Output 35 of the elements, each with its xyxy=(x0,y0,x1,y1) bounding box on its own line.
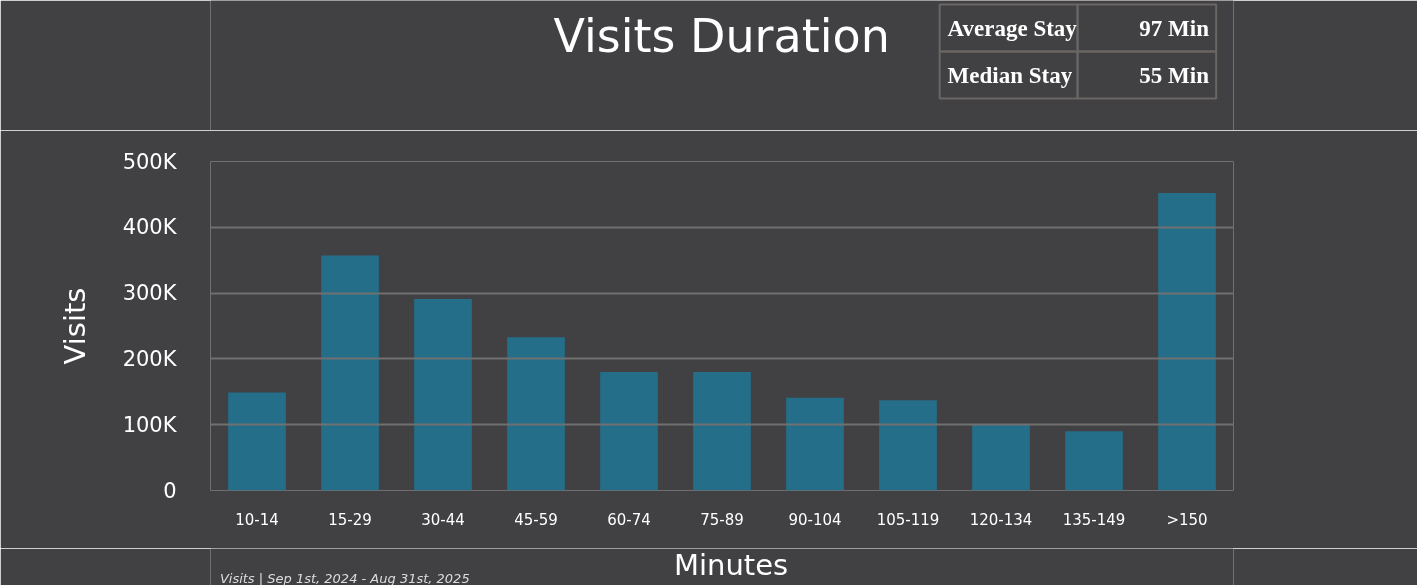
y-tick-label: 100K xyxy=(122,412,178,437)
x-tick-label: 75-89 xyxy=(700,510,744,529)
bar xyxy=(507,337,565,491)
bar xyxy=(879,400,937,491)
x-tick-label: 90-104 xyxy=(788,510,842,529)
chart-title: Visits Duration xyxy=(553,8,890,63)
text: 55 Min xyxy=(1139,62,1210,88)
x-tick-label: >150 xyxy=(1166,510,1208,529)
y-axis-title: Visits xyxy=(57,287,92,365)
x-tick-label: 135-149 xyxy=(1062,510,1126,529)
x-tick-label: 60-74 xyxy=(607,510,651,529)
y-tick-label: 0 xyxy=(163,478,177,503)
bar xyxy=(693,372,751,491)
y-tick-label: 200K xyxy=(122,346,178,371)
bar xyxy=(414,299,472,491)
x-tick-label: 30-44 xyxy=(421,510,465,529)
y-tick-label: 300K xyxy=(122,281,178,306)
x-axis-title: Minutes xyxy=(673,547,789,582)
bar xyxy=(786,397,844,491)
bar xyxy=(600,372,658,491)
x-tick-label: 105-119 xyxy=(876,510,940,529)
x-tick-label: 120-134 xyxy=(969,510,1033,529)
x-tick-label: 15-29 xyxy=(328,510,372,529)
text: Median Stay xyxy=(947,62,1073,88)
bar xyxy=(972,424,1030,491)
y-tick-label: 400K xyxy=(122,215,178,240)
bar xyxy=(228,392,286,491)
text: 97 Min xyxy=(1139,15,1210,41)
x-tick-label: 10-14 xyxy=(235,510,279,529)
bar xyxy=(1158,193,1216,491)
y-tick-label: 500K xyxy=(122,149,178,174)
bar xyxy=(1065,431,1123,491)
text: Average Stay xyxy=(947,15,1078,41)
bar xyxy=(321,255,379,491)
x-tick-label: 45-59 xyxy=(514,510,558,529)
